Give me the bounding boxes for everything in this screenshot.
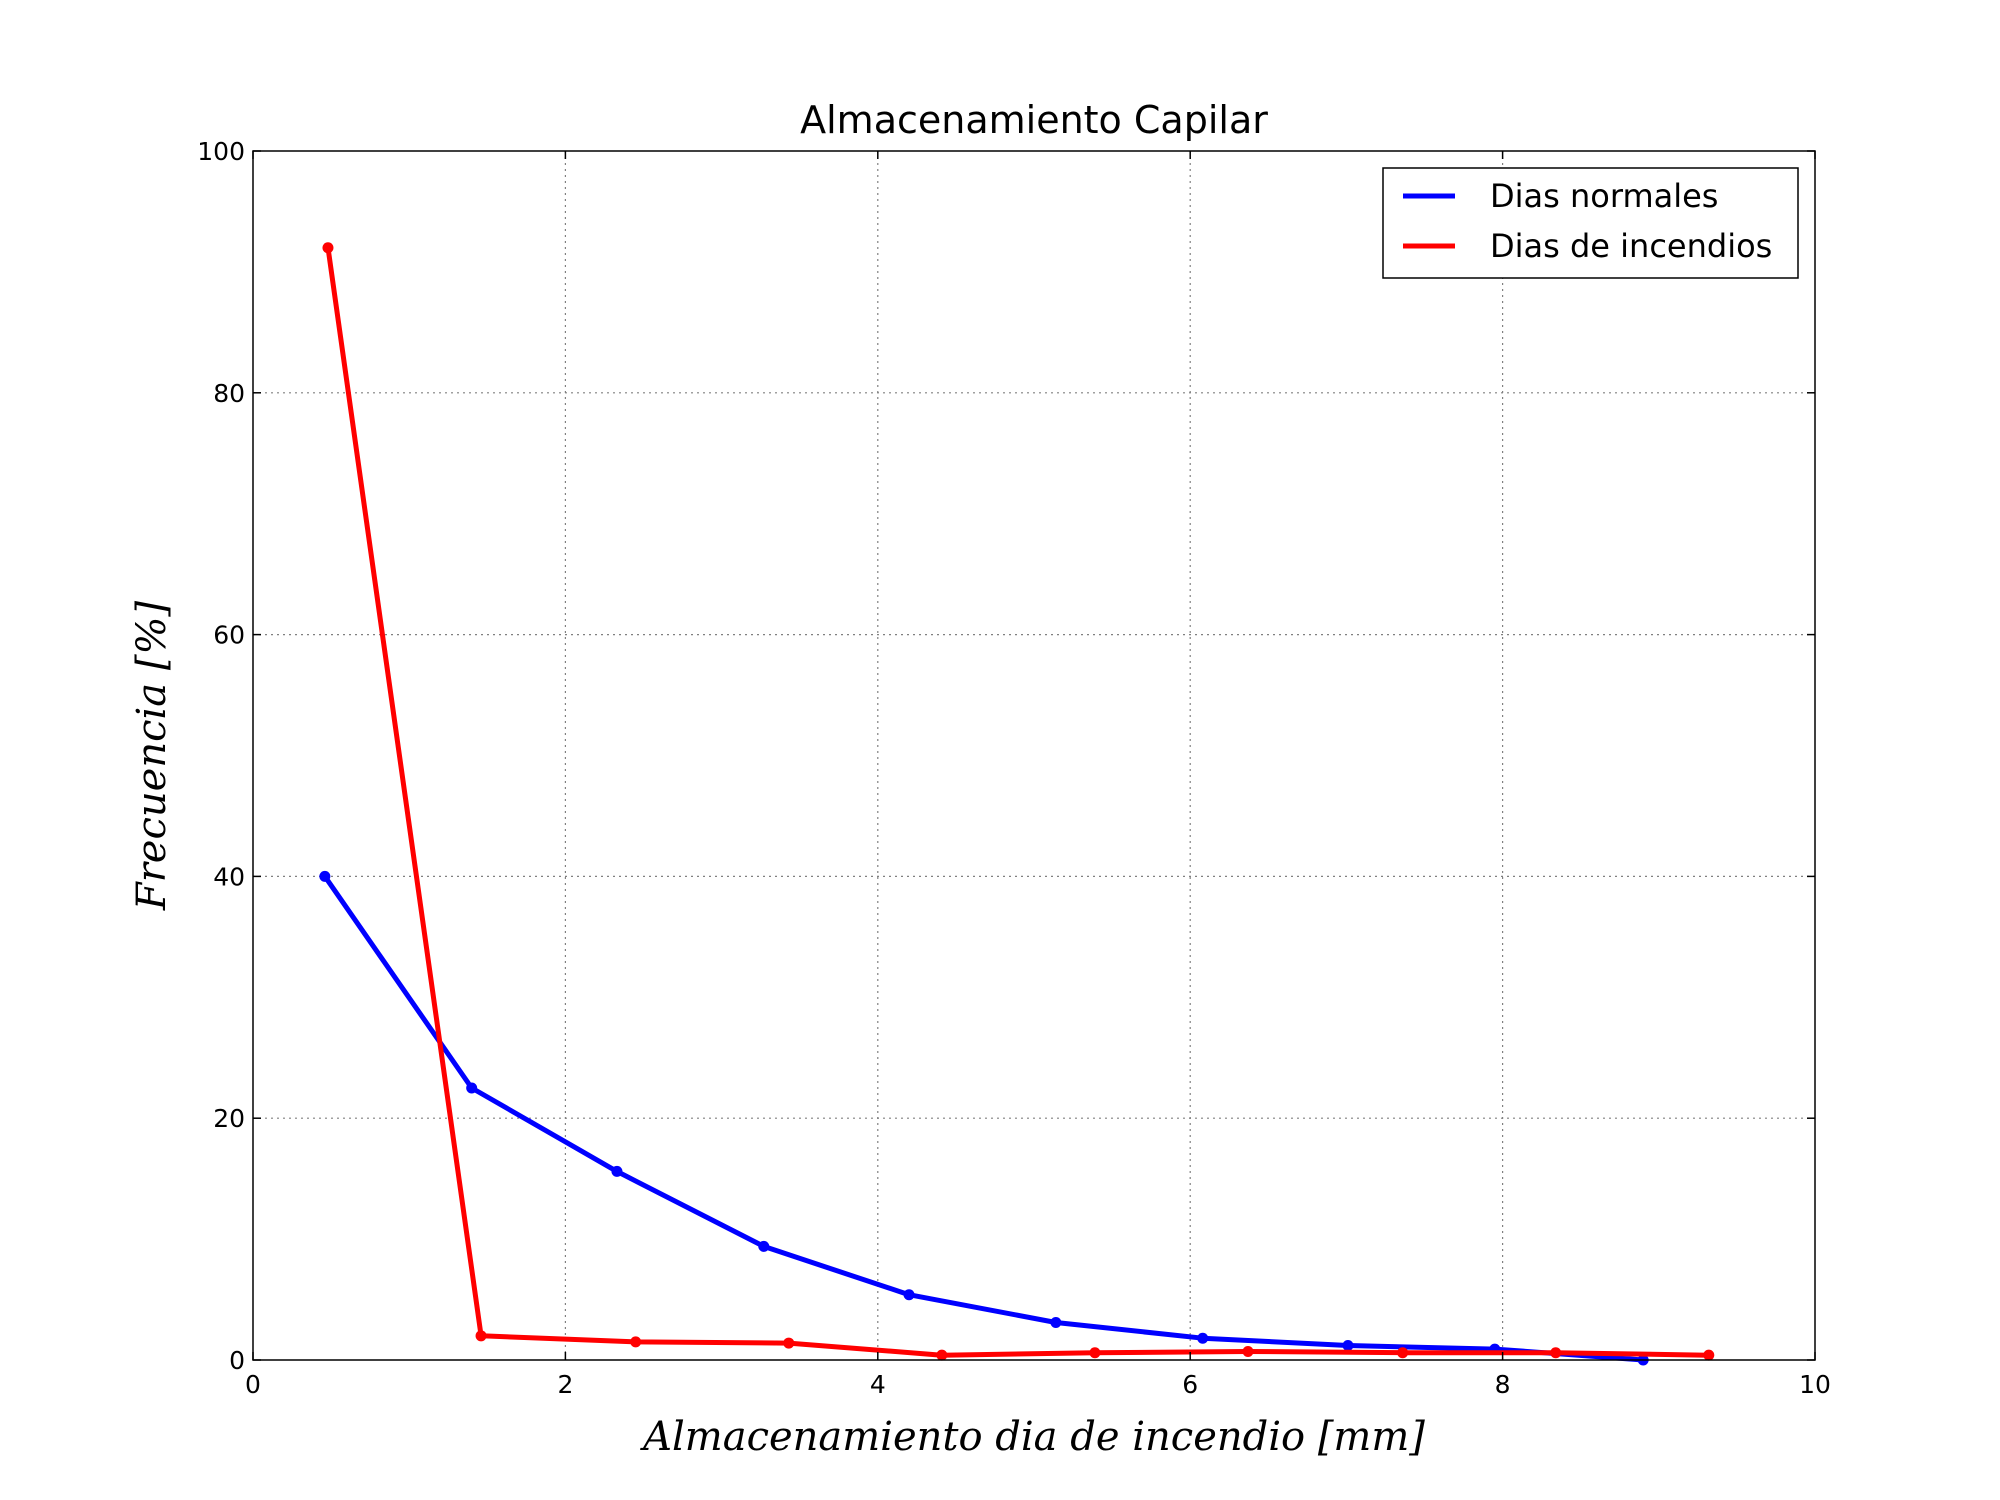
x-axis-label: Almacenamiento dia de incendio [mm]	[639, 1414, 1425, 1460]
data-point	[1050, 1317, 1062, 1329]
x-tick-label: 0	[245, 1370, 261, 1399]
y-axis-label: Frecuencia [%]	[129, 601, 175, 912]
legend-item: Dias de incendios	[1403, 227, 1772, 265]
data-point	[1397, 1347, 1409, 1359]
data-point	[936, 1349, 948, 1361]
legend-item: Dias normales	[1403, 177, 1718, 215]
data-point	[1703, 1349, 1715, 1361]
series-line	[325, 247, 1709, 1358]
x-tick-label: 2	[557, 1370, 573, 1399]
legend-label: Dias normales	[1490, 177, 1718, 215]
chart-title: Almacenamiento Capilar	[800, 98, 1268, 142]
data-point	[630, 1336, 642, 1348]
data-point	[322, 242, 334, 254]
x-tick-label: 8	[1495, 1370, 1511, 1399]
data-point	[758, 1240, 770, 1252]
y-tick-label: 0	[229, 1346, 245, 1375]
legend: Dias normales Dias de incendios	[1382, 167, 1799, 279]
y-tick-label: 80	[213, 379, 245, 408]
series-line	[322, 874, 1644, 1363]
y-tick-label: 40	[213, 862, 245, 891]
data-point	[1242, 1346, 1254, 1358]
y-tick-label: 20	[213, 1104, 245, 1133]
series-1	[319, 870, 1649, 1366]
x-tick-label: 10	[1799, 1370, 1831, 1399]
grid	[253, 151, 1815, 1360]
data-point	[1089, 1347, 1101, 1359]
data-point	[611, 1165, 623, 1177]
axes-frame	[252, 150, 1816, 1361]
legend-label: Dias de incendios	[1490, 227, 1772, 265]
data-point	[466, 1082, 478, 1094]
data-point	[1197, 1332, 1209, 1344]
y-tick-label: 100	[197, 137, 245, 166]
series-2	[322, 242, 1715, 1361]
x-tick-label: 6	[1182, 1370, 1198, 1399]
data-point	[903, 1289, 915, 1301]
data-point	[319, 870, 331, 882]
data-point	[1342, 1339, 1354, 1351]
data-point	[783, 1337, 795, 1349]
data-point	[475, 1330, 487, 1342]
plot-area	[319, 242, 1715, 1366]
legend-box	[1382, 167, 1799, 279]
x-tick-label: 4	[870, 1370, 886, 1399]
y-tick-label: 60	[213, 621, 245, 650]
data-point	[1550, 1347, 1562, 1359]
